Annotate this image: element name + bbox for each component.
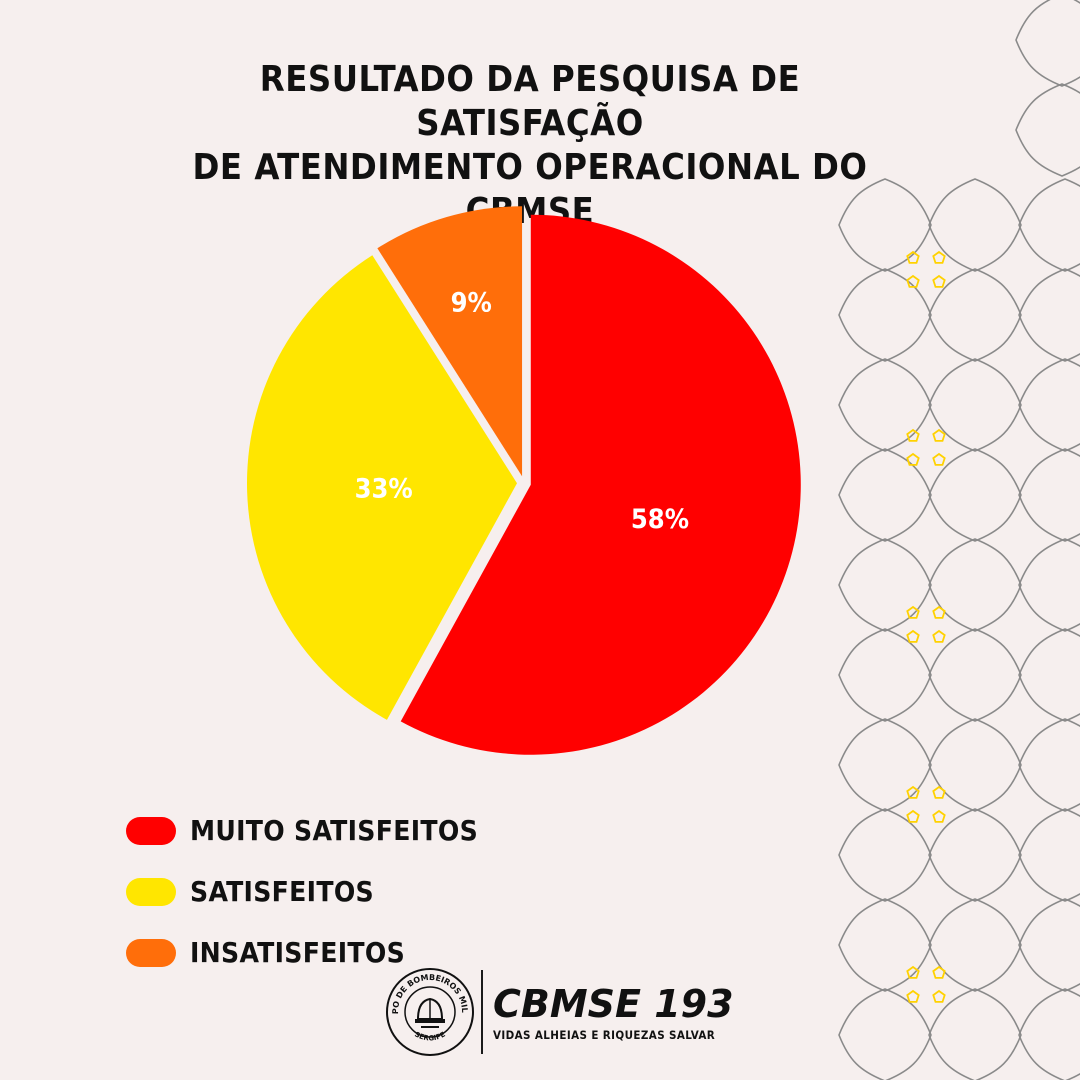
pattern-accent — [906, 428, 920, 442]
pattern-accent — [932, 989, 946, 1003]
pattern-accent — [906, 452, 920, 466]
legend-label: SATISFEITOS — [190, 875, 374, 908]
legend-item-insatisfeitos: INSATISFEITOS — [126, 922, 478, 983]
pattern-line — [1018, 268, 1080, 362]
pattern-accent — [906, 785, 920, 799]
legend-label: MUITO SATISFEITOS — [190, 814, 479, 847]
pattern-line — [928, 178, 1022, 272]
pattern-line — [928, 538, 1022, 632]
pattern-accent — [932, 629, 946, 643]
legend-swatch — [126, 877, 176, 906]
pattern-line — [1015, 0, 1080, 87]
pattern-line — [928, 268, 1022, 362]
pattern-accent — [932, 605, 946, 619]
pattern-line — [928, 358, 1022, 452]
pattern-line — [1015, 83, 1080, 177]
logo-divider — [481, 970, 483, 1054]
pattern-line — [1018, 988, 1080, 1080]
seal-top-text: CORPO DE BOMBEIROS MILITAR — [385, 967, 469, 1014]
pattern-accent — [932, 809, 946, 823]
pattern-accent — [932, 452, 946, 466]
pie-data-label: 9% — [451, 288, 492, 319]
pattern-line — [1018, 628, 1080, 722]
legend-item-muito-satisfeitos: MUITO SATISFEITOS — [126, 800, 478, 861]
pattern-line — [1018, 898, 1080, 992]
brand-motto: VIDAS ALHEIAS E RIQUEZAS SALVAR — [493, 1028, 716, 1042]
pie-slice-muito-satisfeitos — [400, 214, 801, 755]
legend-item-satisfeitos: SATISFEITOS — [126, 861, 478, 922]
pattern-line — [1018, 808, 1080, 902]
pie-data-label: 33% — [355, 473, 413, 504]
svg-text:SERGIPE: SERGIPE — [413, 1030, 447, 1042]
pattern-line — [928, 448, 1022, 542]
pattern-line — [838, 808, 932, 902]
pattern-accent — [906, 809, 920, 823]
pattern-line — [838, 538, 932, 632]
pattern-accent — [932, 785, 946, 799]
brand-name: CBMSE 193 — [493, 982, 734, 1026]
pattern-line — [838, 898, 932, 992]
pattern-line — [1018, 538, 1080, 632]
pattern-accent — [906, 629, 920, 643]
pattern-line — [928, 718, 1022, 812]
legend-swatch — [126, 938, 176, 967]
pattern-line — [1018, 718, 1080, 812]
pattern-line — [838, 268, 932, 362]
pattern-line — [838, 178, 932, 272]
pattern-line — [928, 628, 1022, 722]
pattern-accent — [932, 428, 946, 442]
pattern-line — [1018, 358, 1080, 452]
pattern-accent — [906, 989, 920, 1003]
cbmse-logo: CORPO DE BOMBEIROS MILITAR SERGIPE CBMSE… — [385, 962, 734, 1062]
pattern-accent — [932, 250, 946, 264]
pattern-line — [928, 808, 1022, 902]
legend-swatch — [126, 816, 176, 845]
cbmse-seal-icon: CORPO DE BOMBEIROS MILITAR SERGIPE — [385, 967, 474, 1056]
pie-slice-insatisfeitos — [377, 206, 523, 477]
pattern-line — [1018, 448, 1080, 542]
pie-slice-satisfeitos — [247, 255, 518, 720]
pattern-line — [928, 988, 1022, 1080]
pattern-line — [838, 988, 932, 1080]
pattern-line — [838, 358, 932, 452]
pattern-line — [838, 448, 932, 542]
legend-label: INSATISFEITOS — [190, 936, 406, 969]
svg-text:CORPO DE BOMBEIROS MILITAR: CORPO DE BOMBEIROS MILITAR — [385, 967, 469, 1014]
pattern-accent — [906, 965, 920, 979]
pattern-accent — [906, 250, 920, 264]
pie-data-label: 58% — [631, 504, 689, 535]
logo-text: CBMSE 193 VIDAS ALHEIAS E RIQUEZAS SALVA… — [493, 982, 734, 1042]
legend: MUITO SATISFEITOS SATISFEITOS INSATISFEI… — [126, 800, 478, 983]
pattern-line — [838, 628, 932, 722]
pattern-accent — [906, 605, 920, 619]
pattern-accent — [906, 274, 920, 288]
pattern-line — [928, 898, 1022, 992]
pattern-accent — [932, 965, 946, 979]
pattern-accent — [932, 274, 946, 288]
pattern-line — [838, 718, 932, 812]
pattern-line — [1018, 178, 1080, 272]
seal-bottom-text: SERGIPE — [413, 1030, 447, 1042]
